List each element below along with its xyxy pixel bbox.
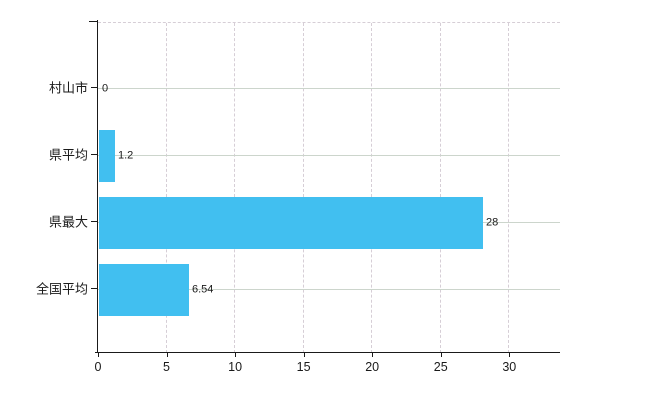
bar-value-label-4: 6.54 xyxy=(192,283,214,296)
x-axis-tick-25 xyxy=(440,352,442,357)
category-label-2: 県平均 xyxy=(48,147,88,163)
gridline-vertical-5 xyxy=(165,23,167,353)
x-axis-tick-15 xyxy=(303,352,305,357)
gridline-vertical-15 xyxy=(302,23,304,353)
plot-area: 0 1.2 28 6.54 xyxy=(98,22,560,353)
category-label-3: 県最大 xyxy=(48,214,88,230)
x-axis-tick-30 xyxy=(509,352,511,357)
x-axis-tick-0 xyxy=(98,352,99,357)
y-axis-tick-3 xyxy=(91,221,97,222)
bar-2 xyxy=(99,130,115,182)
x-axis-tick-label-25: 25 xyxy=(433,360,448,374)
x-axis-tick-20 xyxy=(372,352,374,357)
gridline-horizontal-2 xyxy=(98,155,560,156)
y-axis-line xyxy=(97,20,98,352)
gridline-vertical-10 xyxy=(234,23,236,353)
gridline-vertical-25 xyxy=(439,23,441,353)
bar-value-label-2: 1.2 xyxy=(118,149,134,162)
bar-4 xyxy=(99,264,189,316)
x-axis-tick-5 xyxy=(166,352,168,357)
x-axis-tick-label-10: 10 xyxy=(228,360,243,374)
y-axis-tick-1 xyxy=(91,87,97,88)
bar-value-label-3: 28 xyxy=(486,216,499,229)
y-axis-tick-4 xyxy=(91,288,97,289)
gridline-vertical-30 xyxy=(508,23,510,353)
category-label-1: 村山市 xyxy=(48,80,88,96)
bar-value-label-1: 0 xyxy=(102,82,109,95)
x-axis-tick-label-5: 5 xyxy=(163,360,171,374)
gridline-horizontal-1 xyxy=(98,88,560,89)
x-axis-tick-label-15: 15 xyxy=(296,360,311,374)
x-axis-line xyxy=(95,352,560,353)
x-axis-tick-label-0: 0 xyxy=(94,360,102,374)
x-axis-tick-10 xyxy=(235,352,237,357)
x-axis-tick-label-20: 20 xyxy=(365,360,380,374)
gridline-vertical-20 xyxy=(371,23,373,353)
y-axis-tick-2 xyxy=(91,154,97,155)
y-axis-top-tick xyxy=(89,21,97,22)
x-axis-tick-label-30: 30 xyxy=(502,360,517,374)
bar-3 xyxy=(99,197,483,249)
category-label-4: 全国平均 xyxy=(35,281,88,297)
gridline-horizontal-4 xyxy=(98,289,560,290)
